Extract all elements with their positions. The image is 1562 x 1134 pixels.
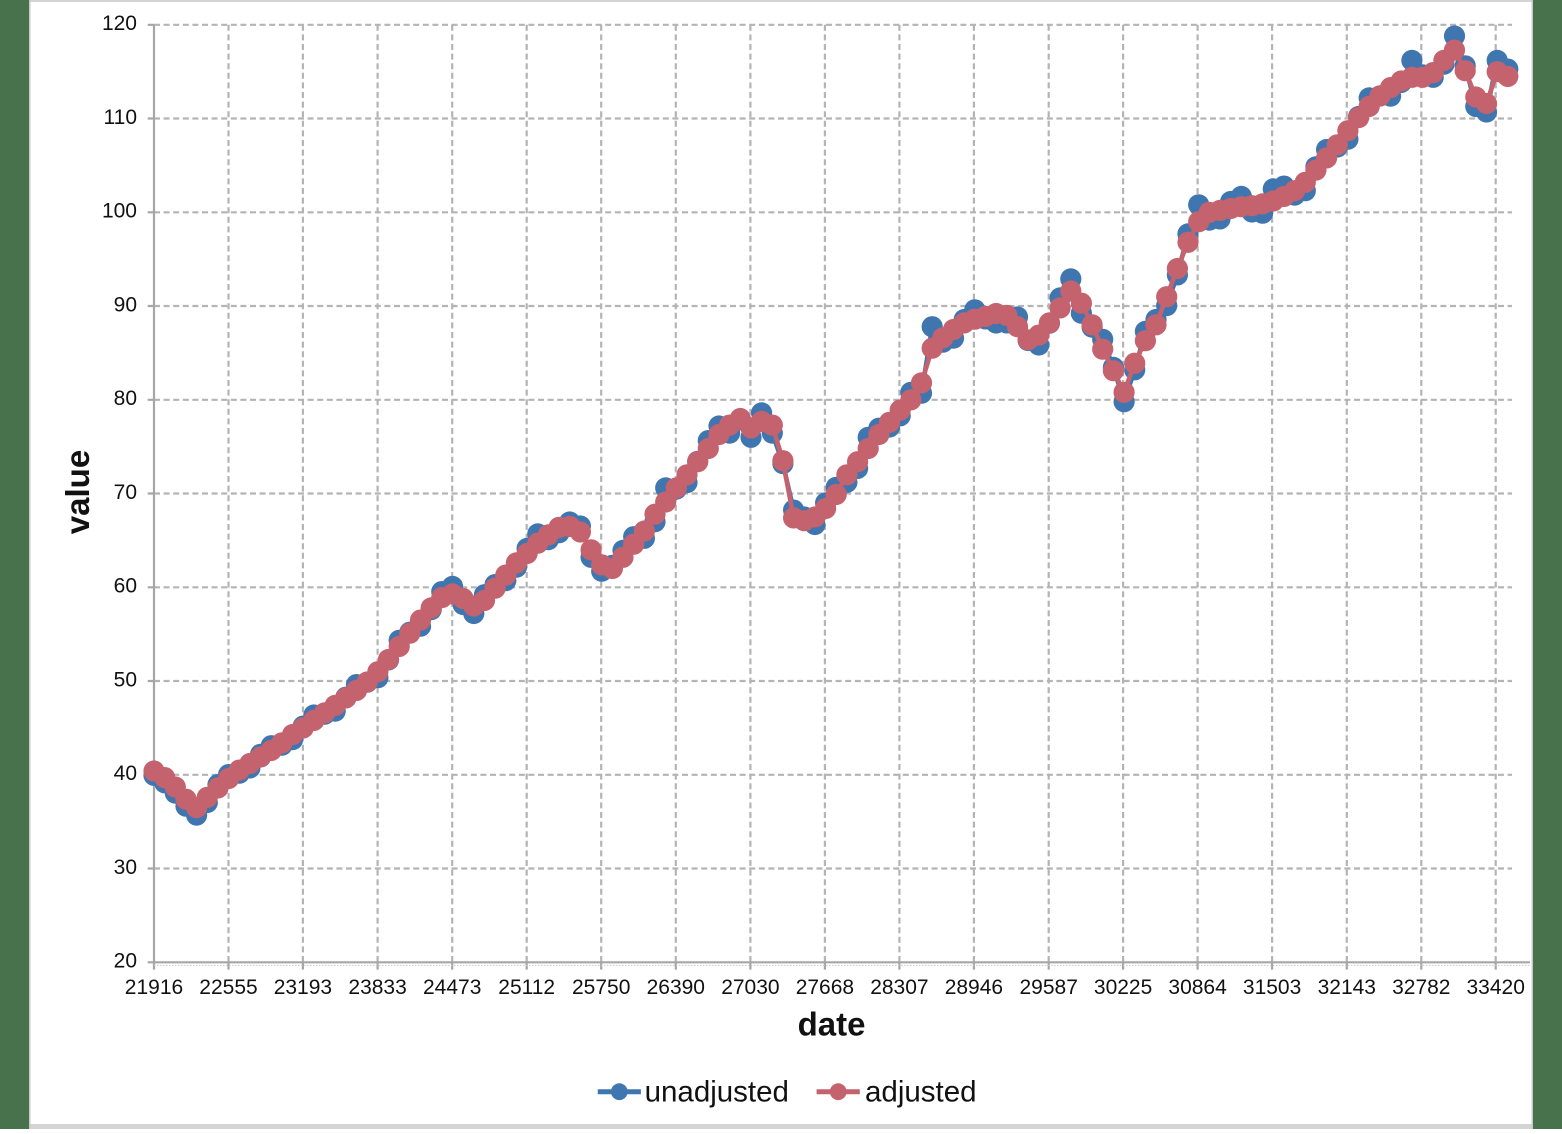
svg-text:24473: 24473: [423, 976, 481, 999]
svg-text:50: 50: [114, 668, 137, 691]
svg-text:100: 100: [102, 200, 137, 223]
svg-text:22555: 22555: [199, 976, 257, 999]
svg-text:70: 70: [114, 481, 137, 504]
svg-text:date: date: [798, 1005, 866, 1042]
svg-text:28946: 28946: [945, 976, 1003, 999]
svg-text:90: 90: [114, 293, 137, 316]
svg-text:25750: 25750: [572, 976, 630, 999]
svg-text:23193: 23193: [274, 976, 332, 999]
svg-text:31503: 31503: [1243, 976, 1301, 999]
svg-text:20: 20: [114, 950, 137, 973]
svg-text:28307: 28307: [870, 976, 928, 999]
svg-text:32782: 32782: [1392, 976, 1450, 999]
svg-text:30864: 30864: [1168, 976, 1227, 999]
svg-text:26390: 26390: [647, 976, 705, 999]
svg-text:120: 120: [102, 12, 137, 35]
svg-text:23833: 23833: [348, 976, 406, 999]
svg-text:29587: 29587: [1019, 976, 1077, 999]
svg-text:60: 60: [114, 575, 137, 598]
svg-text:adjusted: adjusted: [865, 1075, 977, 1108]
svg-text:21916: 21916: [125, 976, 183, 999]
svg-text:33420: 33420: [1466, 976, 1524, 999]
svg-text:25112: 25112: [498, 976, 555, 999]
svg-text:value: value: [59, 450, 96, 534]
svg-text:27030: 27030: [721, 976, 779, 999]
svg-text:40: 40: [114, 762, 137, 785]
svg-text:80: 80: [114, 387, 137, 410]
svg-text:30: 30: [114, 856, 137, 879]
svg-text:32143: 32143: [1318, 976, 1376, 999]
svg-text:unadjusted: unadjusted: [645, 1075, 789, 1108]
svg-text:30225: 30225: [1094, 976, 1152, 999]
svg-text:27668: 27668: [796, 976, 854, 999]
svg-text:110: 110: [104, 106, 137, 129]
